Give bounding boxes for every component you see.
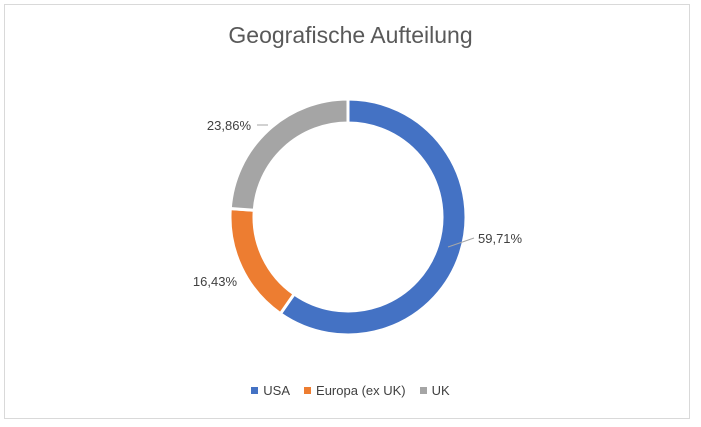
slice-uk [228, 97, 350, 212]
slice-usa [278, 97, 468, 337]
legend-swatch-europa [304, 387, 312, 394]
leader-line-usa [447, 237, 475, 248]
legend-label-usa: USA [263, 383, 291, 398]
data-label-usa: 59,71% [478, 231, 523, 246]
data-label-europa: 16,43% [193, 274, 238, 289]
chart-title: Geografische Aufteilung [228, 22, 473, 48]
chart-area [4, 4, 690, 419]
legend-label-europa: Europa (ex UK) [316, 383, 406, 398]
legend-swatch-uk [419, 387, 427, 394]
legend-swatch-usa [251, 387, 259, 394]
legend-item-uk: UK [419, 383, 450, 398]
legend: USA Europa (ex UK) UK [0, 383, 701, 398]
legend-label-uk: UK [431, 383, 450, 398]
legend-item-usa: USA [251, 383, 290, 398]
data-label-uk: 23,86% [207, 118, 252, 133]
slice-europa [228, 206, 297, 316]
legend-item-europa: Europa (ex UK) [304, 383, 406, 398]
